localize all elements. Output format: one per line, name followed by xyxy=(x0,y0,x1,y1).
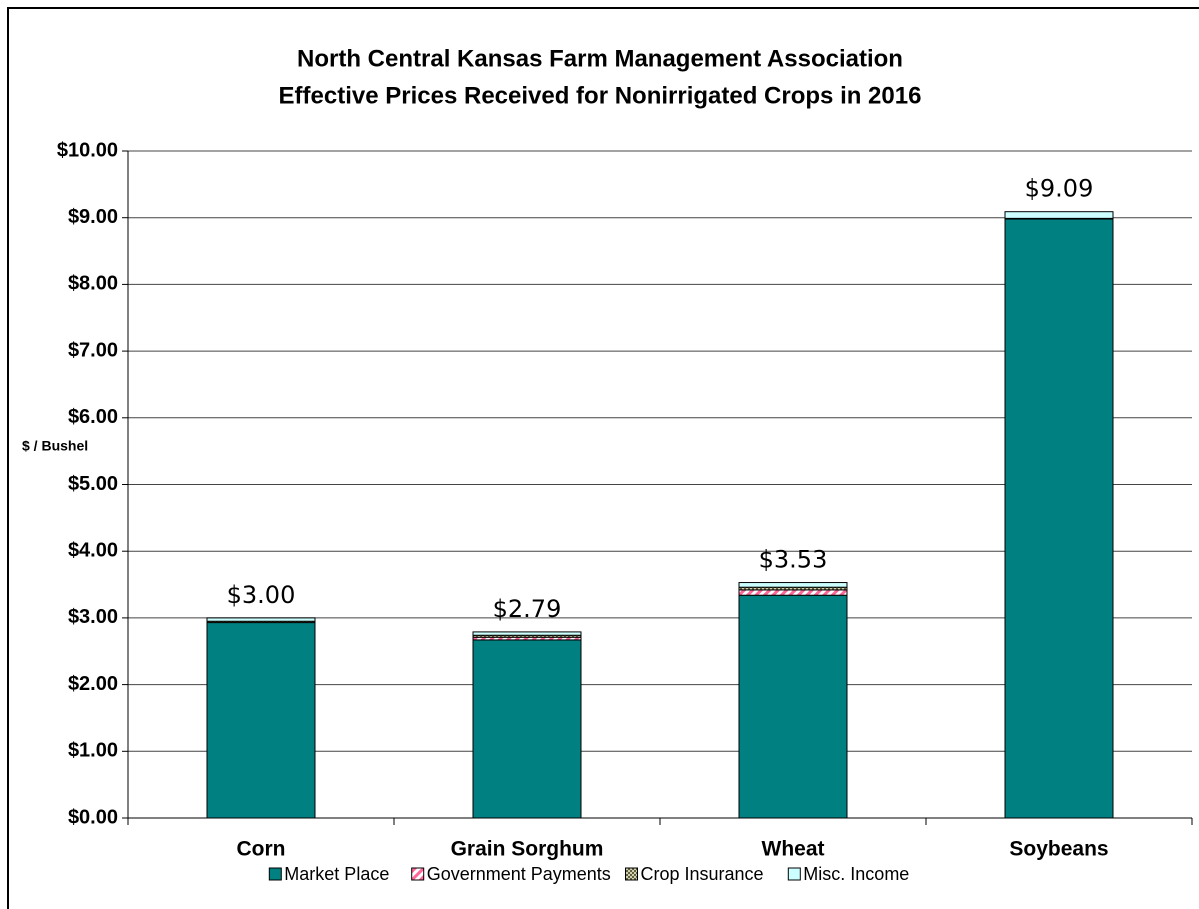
bar-segment xyxy=(738,582,848,588)
y-tick-label: $6.00 xyxy=(68,406,118,428)
bar-segment xyxy=(738,594,848,819)
y-tick-label: $5.00 xyxy=(68,473,118,495)
legend-swatch xyxy=(625,867,638,881)
total-label: $3.53 xyxy=(759,546,828,574)
legend-swatch xyxy=(787,867,801,881)
bar-segment xyxy=(472,631,582,636)
legend-swatch xyxy=(268,867,282,881)
y-tick-label: $8.00 xyxy=(68,273,118,295)
legend-label: Crop Insurance xyxy=(641,864,764,884)
bar-segment xyxy=(738,589,848,596)
chart-title: North Central Kansas Farm Management Ass… xyxy=(297,45,903,72)
y-axis-label: $ / Bushel xyxy=(22,438,88,454)
total-label: $9.09 xyxy=(1025,175,1094,203)
bar-segment xyxy=(206,617,316,622)
x-tick-label: Soybeans xyxy=(1009,838,1108,861)
chart-subtitle: Effective Prices Received for Nonirrigat… xyxy=(279,82,922,109)
total-label: $2.79 xyxy=(493,595,562,623)
y-tick-label: $4.00 xyxy=(68,539,118,561)
x-tick-label: Corn xyxy=(237,838,286,861)
bar-segment xyxy=(206,622,316,819)
x-tick-label: Wheat xyxy=(762,838,825,861)
total-label: $3.00 xyxy=(227,581,296,609)
y-tick-label: $7.00 xyxy=(68,339,118,361)
y-tick-label: $2.00 xyxy=(68,673,118,695)
y-tick-label: $10.00 xyxy=(57,139,118,161)
bar-segment xyxy=(472,639,582,819)
bar-segment xyxy=(1004,218,1114,819)
x-tick-label: Grain Sorghum xyxy=(451,838,604,861)
bar-segment xyxy=(1004,211,1114,219)
legend-swatch xyxy=(411,867,425,881)
y-tick-label: $3.00 xyxy=(68,606,118,628)
legend-label: Market Place xyxy=(284,864,389,884)
y-tick-label: $0.00 xyxy=(68,806,118,828)
legend-label: Misc. Income xyxy=(803,864,909,884)
frame xyxy=(7,7,1199,909)
legend-label: Government Payments xyxy=(427,864,611,884)
y-tick-label: $1.00 xyxy=(68,740,118,762)
y-tick-label: $9.00 xyxy=(68,206,118,228)
